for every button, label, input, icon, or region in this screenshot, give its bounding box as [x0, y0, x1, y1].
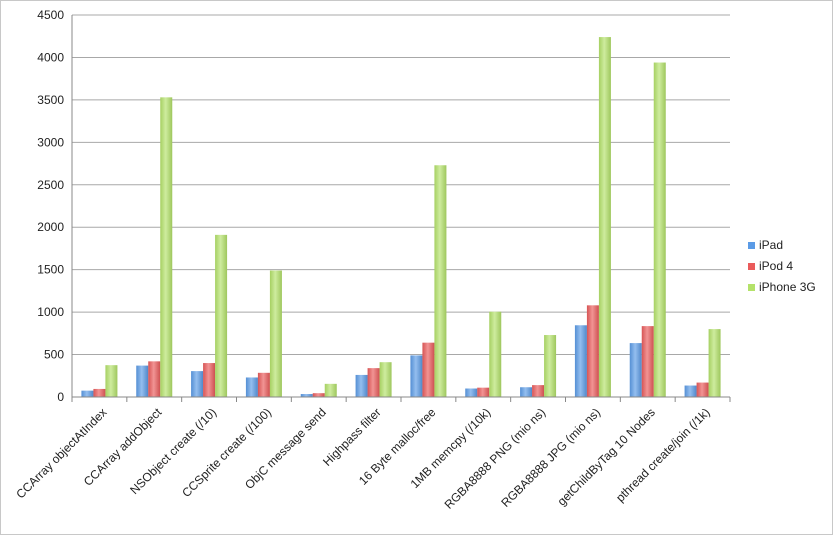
bar-ipod-4-pthread-create-join-1k [696, 382, 709, 397]
legend-label-ipod-4: iPod 4 [759, 259, 793, 273]
y-tick-label-2000: 2000 [37, 220, 64, 234]
legend-swatch-ipod-4 [748, 263, 755, 270]
bar-ipod-4-rgba8888-png-mio-ns [532, 385, 545, 397]
bar-ipod-4-1mb-memcpy-10k [477, 387, 490, 397]
bar-iphone-3g-ccarray-addobject [160, 97, 173, 397]
bar-ipod-4-16-byte-malloc-free [422, 342, 435, 397]
bar-ipod-4-highpass-filter [367, 368, 380, 397]
bar-iphone-3g-pthread-create-join-1k [708, 329, 721, 397]
y-tick-label-1000: 1000 [37, 305, 64, 319]
bar-iphone-3g-16-byte-malloc-free [434, 165, 447, 397]
bar-ipad-ccarray-objectatindex [81, 390, 94, 397]
y-tick-label-2500: 2500 [37, 178, 64, 192]
bar-ipad-highpass-filter [355, 374, 368, 397]
bar-ipod-4-ccarray-objectatindex [93, 388, 106, 397]
gridlines [72, 14, 730, 398]
bar-iphone-3g-highpass-filter [379, 362, 392, 397]
bar-ipad-pthread-create-join-1k [684, 385, 697, 397]
bar-iphone-3g-ccsprite-create-100 [269, 270, 282, 397]
bar-iphone-3g-ccarray-objectatindex [105, 365, 118, 397]
y-tick-labels: 0 500 1000 1500 2000 2500 3000 3500 4000 4500 [37, 8, 64, 404]
bar-ipad-nsobject-create-10 [191, 371, 204, 397]
y-tick-label-4500: 4500 [37, 8, 64, 22]
legend-label-iphone-3g: iPhone 3G [759, 280, 816, 294]
legend-swatch-ipad [748, 242, 755, 249]
bar-ipad-objc-message-send [300, 394, 313, 397]
bar-ipod-4-objc-message-send [312, 393, 325, 397]
bar-iphone-3g-objc-message-send [324, 383, 337, 397]
legend-swatch-iphone-3g [748, 284, 755, 291]
bar-ipad-16-byte-malloc-free [410, 355, 423, 397]
bar-ipod-4-ccarray-addobject [148, 361, 161, 397]
y-tick-label-0: 0 [57, 390, 64, 404]
bar-ipad-ccarray-addobject [136, 365, 149, 397]
bar-ipad-ccsprite-create-100 [245, 377, 258, 397]
y-tick-label-500: 500 [44, 348, 64, 362]
bar-ipad-getchildbytag-10-nodes [629, 343, 642, 397]
bar-iphone-3g-rgba8888-png-mio-ns [544, 335, 557, 397]
legend-label-ipad: iPad [759, 238, 783, 252]
y-tick-label-3500: 3500 [37, 93, 64, 107]
bar-iphone-3g-1mb-memcpy-10k [489, 311, 502, 397]
bar-ipad-rgba8888-jpg-mio-ns [574, 325, 587, 397]
y-tick-label-1500: 1500 [37, 263, 64, 277]
bars [81, 37, 721, 398]
bar-ipad-1mb-memcpy-10k [465, 388, 478, 397]
bar-ipod-4-nsobject-create-10 [203, 363, 216, 397]
bar-iphone-3g-rgba8888-jpg-mio-ns [598, 37, 611, 398]
bar-ipod-4-ccsprite-create-100 [257, 372, 270, 397]
bar-iphone-3g-getchildbytag-10-nodes [653, 62, 666, 397]
bar-iphone-3g-nsobject-create-10 [215, 234, 228, 397]
bar-ipod-4-getchildbytag-10-nodes [641, 326, 654, 397]
bar-ipad-rgba8888-png-mio-ns [520, 387, 533, 397]
y-tick-label-3000: 3000 [37, 135, 64, 149]
legend: iPad iPod 4 iPhone 3G [748, 238, 816, 294]
axes [71, 15, 731, 402]
y-tick-label-4000: 4000 [37, 50, 64, 64]
bar-ipod-4-rgba8888-jpg-mio-ns [586, 305, 599, 397]
